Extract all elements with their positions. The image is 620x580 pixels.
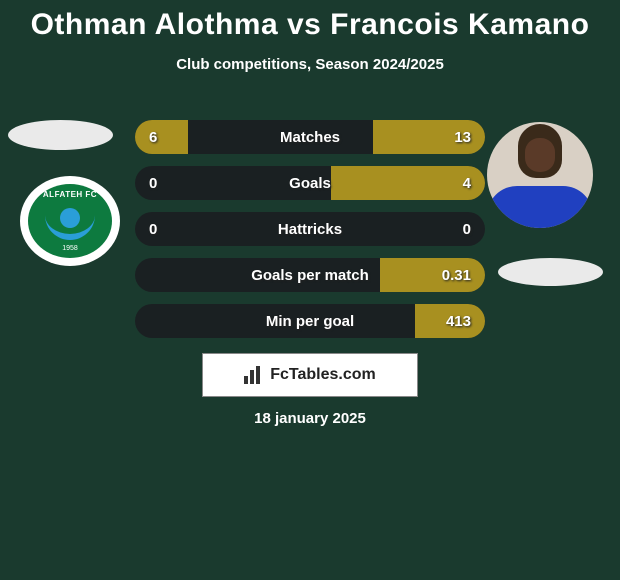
attribution-text: FcTables.com <box>270 366 376 384</box>
badge-swoosh-icon <box>45 215 95 240</box>
stat-row: Matches6 13 <box>135 120 485 154</box>
club-badge-inner: ALFATEH FC 1958 <box>28 184 112 258</box>
stat-value-right: 4 <box>463 175 471 192</box>
stat-row: Hattricks0 0 <box>135 212 485 246</box>
stat-value-left: 0 <box>149 175 157 192</box>
stat-row: Goals per match0.31 <box>135 258 485 292</box>
stat-value-left: 6 <box>149 129 157 146</box>
stat-value-right: 0.31 <box>442 267 471 284</box>
stat-label: Hattricks <box>135 221 485 238</box>
club-badge-left: ALFATEH FC 1958 <box>20 176 120 266</box>
jersey-icon <box>487 186 593 228</box>
face-icon <box>525 138 555 172</box>
badge-text: ALFATEH FC <box>43 190 97 199</box>
comparison-bars: Matches613Goals04Hattricks00Goals per ma… <box>135 120 485 350</box>
badge-year: 1958 <box>62 245 78 252</box>
player-right-oval <box>498 258 603 286</box>
attribution-box: FcTables.com <box>202 353 418 397</box>
stat-value-right: 0 <box>463 221 471 238</box>
stat-value-right: 413 <box>446 313 471 330</box>
stat-row: Goals0 4 <box>135 166 485 200</box>
date-text: 18 january 2025 <box>0 410 620 427</box>
stat-value-right: 13 <box>454 129 471 146</box>
stat-label: Goals per match <box>135 267 485 284</box>
stat-label: Matches <box>135 129 485 146</box>
page-title: Othman Alothma vs Francois Kamano <box>0 0 620 42</box>
subtitle: Club competitions, Season 2024/2025 <box>0 56 620 73</box>
player-left-oval <box>8 120 113 150</box>
stat-label: Goals <box>135 175 485 192</box>
chart-icon <box>244 366 266 384</box>
stat-value-left: 0 <box>149 221 157 238</box>
stat-row: Min per goal413 <box>135 304 485 338</box>
player-right-photo <box>487 122 593 228</box>
stat-label: Min per goal <box>135 313 485 330</box>
